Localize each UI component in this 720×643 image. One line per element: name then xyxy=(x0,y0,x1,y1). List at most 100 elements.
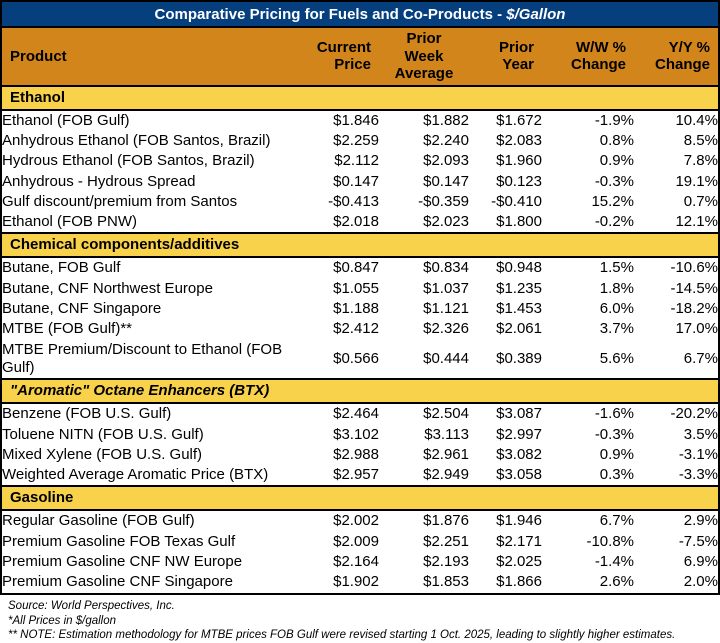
prior-week-average-cell: $0.834 xyxy=(379,257,469,279)
ww-change-cell: 5.6% xyxy=(542,339,634,380)
yy-change-cell: -3.1% xyxy=(634,444,718,466)
prior-year-cell: $1.235 xyxy=(469,278,542,300)
ww-change-cell: -0.2% xyxy=(542,212,634,234)
yy-change-cell: 6.9% xyxy=(634,551,718,573)
prior-year-cell: $2.997 xyxy=(469,424,542,445)
product-cell: Butane, FOB Gulf xyxy=(2,257,283,279)
prior-year-cell: $2.171 xyxy=(469,531,542,552)
footnote-source: Source: World Perspectives, Inc. xyxy=(8,599,175,612)
prior-year-cell: $1.672 xyxy=(469,109,542,131)
current-price-cell: $1.902 xyxy=(283,572,379,593)
prior-year-cell: $2.025 xyxy=(469,551,542,573)
prior-week-average-cell: $1.037 xyxy=(379,278,469,300)
yy-change-cell: -14.5% xyxy=(634,278,718,300)
table-row: Ethanol (FOB PNW) $2.018 $2.023 $1.800 -0.2%… xyxy=(2,212,718,234)
table-row: Weighted Average Aromatic Price (BTX) $2.… xyxy=(2,465,718,487)
current-price-cell: $2.957 xyxy=(283,465,379,487)
table-row: Butane, FOB Gulf $0.847 $0.834 $0.948 1.5% -1… xyxy=(2,257,718,279)
ww-change-cell: -1.4% xyxy=(542,551,634,573)
section-header-label: "Aromatic" Octane Enhancers (BTX) xyxy=(2,378,718,405)
ww-change-cell: 6.0% xyxy=(542,299,634,320)
product-cell: Ethanol (FOB PNW) xyxy=(2,212,283,234)
ww-change-cell: 6.7% xyxy=(542,510,634,532)
prior-year-cell: $2.061 xyxy=(469,319,542,340)
current-price-cell: $2.259 xyxy=(283,130,379,152)
prior-year-cell: $2.083 xyxy=(469,130,542,152)
table-row: Mixed Xylene (FOB U.S. Gulf) $2.988 $2.961… xyxy=(2,444,718,466)
column-header-current-price: Current Price xyxy=(283,28,379,87)
prior-week-average-cell: $1.876 xyxy=(379,510,469,532)
table-row: Ethanol (FOB Gulf) $1.846 $1.882 $1.672 -1.9… xyxy=(2,109,718,131)
prior-week-average-cell: $1.853 xyxy=(379,572,469,593)
current-price-cell: $2.112 xyxy=(283,151,379,172)
product-cell: Mixed Xylene (FOB U.S. Gulf) xyxy=(2,444,283,466)
product-cell: Anhydrous - Hydrous Spread xyxy=(2,171,283,192)
section-header-row: Chemical components/additives xyxy=(2,232,718,259)
yy-change-cell: -18.2% xyxy=(634,299,718,320)
current-price-cell: $2.009 xyxy=(283,531,379,552)
product-cell: Benzene (FOB U.S. Gulf) xyxy=(2,403,283,425)
yy-change-cell: 2.9% xyxy=(634,510,718,532)
column-header-yy-change: Y/Y % Change xyxy=(634,28,718,87)
column-header-ww-change: W/W % Change xyxy=(542,28,634,87)
prior-week-average-cell: $3.113 xyxy=(379,424,469,445)
prior-year-cell: $0.389 xyxy=(469,339,542,380)
current-price-cell: $2.464 xyxy=(283,403,379,425)
section-header-label: Chemical components/additives xyxy=(2,232,718,259)
yy-change-cell: 17.0% xyxy=(634,319,718,340)
product-cell: Hydrous Ethanol (FOB Santos, Brazil) xyxy=(2,151,283,172)
ww-change-cell: 2.6% xyxy=(542,572,634,593)
product-cell: MTBE Premium/Discount to Ethanol (FOB Gu… xyxy=(2,339,283,380)
prior-week-average-cell: $2.961 xyxy=(379,444,469,466)
section-header-label: Gasoline xyxy=(2,485,718,512)
section-header-row: Ethanol xyxy=(2,84,718,111)
current-price-cell: $0.147 xyxy=(283,171,379,192)
yy-change-cell: -7.5% xyxy=(634,531,718,552)
prior-week-average-cell: $2.251 xyxy=(379,531,469,552)
ww-change-cell: 0.3% xyxy=(542,465,634,487)
table-body: Ethanol Ethanol (FOB Gulf) $1.846 $1.882 $1.… xyxy=(2,84,718,593)
product-cell: Gulf discount/premium from Santos xyxy=(2,191,283,213)
table-header: Product Current Price Prior Week Average… xyxy=(2,28,718,87)
ww-change-cell: -10.8% xyxy=(542,531,634,552)
table-row: Anhydrous - Hydrous Spread $0.147 $0.147 $0… xyxy=(2,171,718,192)
table-row: Butane, CNF Singapore $1.188 $1.121 $1.453 6… xyxy=(2,299,718,320)
prior-year-cell: $3.087 xyxy=(469,403,542,425)
footnote-mtbe-note: ** NOTE: Estimation methodology for MTBE… xyxy=(8,629,676,642)
current-price-cell: $2.164 xyxy=(283,551,379,573)
product-cell: Premium Gasoline CNF Singapore xyxy=(2,572,283,593)
section-header-row: "Aromatic" Octane Enhancers (BTX) xyxy=(2,378,718,405)
ww-change-cell: 3.7% xyxy=(542,319,634,340)
pricing-table-frame: Comparative Pricing for Fuels and Co-Pro… xyxy=(0,0,720,595)
yy-change-cell: 0.7% xyxy=(634,191,718,213)
prior-year-cell: -$0.410 xyxy=(469,191,542,213)
yy-change-cell: 2.0% xyxy=(634,572,718,593)
product-cell: Premium Gasoline FOB Texas Gulf xyxy=(2,531,283,552)
ww-change-cell: 0.9% xyxy=(542,151,634,172)
header-row: Product Current Price Prior Week Average… xyxy=(2,28,718,87)
table-row: Regular Gasoline (FOB Gulf) $2.002 $1.876 $… xyxy=(2,510,718,532)
yy-change-cell: 12.1% xyxy=(634,212,718,234)
product-cell: Butane, CNF Singapore xyxy=(2,299,283,320)
prior-year-cell: $0.948 xyxy=(469,257,542,279)
yy-change-cell: 8.5% xyxy=(634,130,718,152)
prior-week-average-cell: $0.444 xyxy=(379,339,469,380)
current-price-cell: $1.055 xyxy=(283,278,379,300)
current-price-cell: $2.412 xyxy=(283,319,379,340)
footnote-prices: *All Prices in $/gallon xyxy=(8,614,117,627)
yy-change-cell: 10.4% xyxy=(634,109,718,131)
table-row: Premium Gasoline CNF NW Europe $2.164 $2.1… xyxy=(2,551,718,573)
prior-week-average-cell: $2.093 xyxy=(379,151,469,172)
column-header-prior-year: Prior Year xyxy=(469,28,542,87)
ww-change-cell: 15.2% xyxy=(542,191,634,213)
table-row: Benzene (FOB U.S. Gulf) $2.464 $2.504 $3.08… xyxy=(2,403,718,425)
ww-change-cell: -0.3% xyxy=(542,424,634,445)
prior-week-average-cell: $0.147 xyxy=(379,171,469,192)
prior-week-average-cell: $2.023 xyxy=(379,212,469,234)
product-cell: MTBE (FOB Gulf)** xyxy=(2,319,283,340)
yy-change-cell: 6.7% xyxy=(634,339,718,380)
product-cell: Weighted Average Aromatic Price (BTX) xyxy=(2,465,283,487)
table-title: Comparative Pricing for Fuels and Co-Pro… xyxy=(154,5,507,23)
prior-week-average-cell: -$0.359 xyxy=(379,191,469,213)
prior-week-average-cell: $1.882 xyxy=(379,109,469,131)
